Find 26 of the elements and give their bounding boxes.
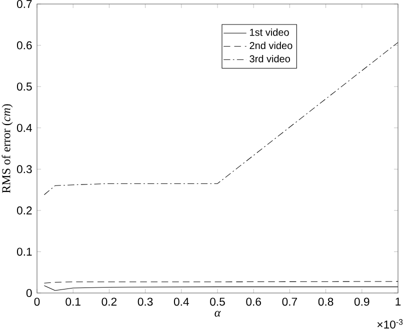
x-axis-title: α — [214, 310, 221, 317]
y-tick-label: 0.7 — [16, 0, 32, 8]
x-tick-label: 0.7 — [282, 298, 298, 306]
y-axis-title: RMS of error (cm) — [2, 104, 13, 193]
legend-label: 1st video — [250, 28, 289, 36]
x-tick-label: 0.1 — [66, 298, 80, 306]
y-tick-label: 0.6 — [16, 41, 32, 50]
x-tick-label: 0.2 — [102, 298, 117, 306]
x-tick-label: 0.6 — [246, 298, 261, 306]
x-tick-label: 0.9 — [354, 298, 370, 306]
x-tick-label: 1 — [396, 298, 401, 306]
x-tick-label: 0.5 — [210, 298, 225, 306]
text: ×10$^{-3}$ — [377, 319, 403, 329]
x-tick-label: 0 — [34, 298, 40, 306]
legend-label: 2nd video — [250, 42, 292, 50]
x-tick-label: 0.4 — [174, 298, 189, 306]
legend-label: 3rd video — [250, 55, 290, 62]
y-tick-label: 0.5 — [16, 82, 32, 91]
x-tick-label: 0.8 — [318, 298, 334, 306]
y-tick-label: 0.1 — [16, 248, 32, 256]
y-tick-label: 0 — [26, 289, 32, 298]
x-tick-label: 0.3 — [138, 298, 153, 306]
y-tick-label: 0.2 — [16, 206, 32, 214]
y-tick-label: 0.3 — [16, 165, 32, 174]
y-tick-label: 0.4 — [16, 124, 32, 132]
line-series — [44, 42, 398, 196]
